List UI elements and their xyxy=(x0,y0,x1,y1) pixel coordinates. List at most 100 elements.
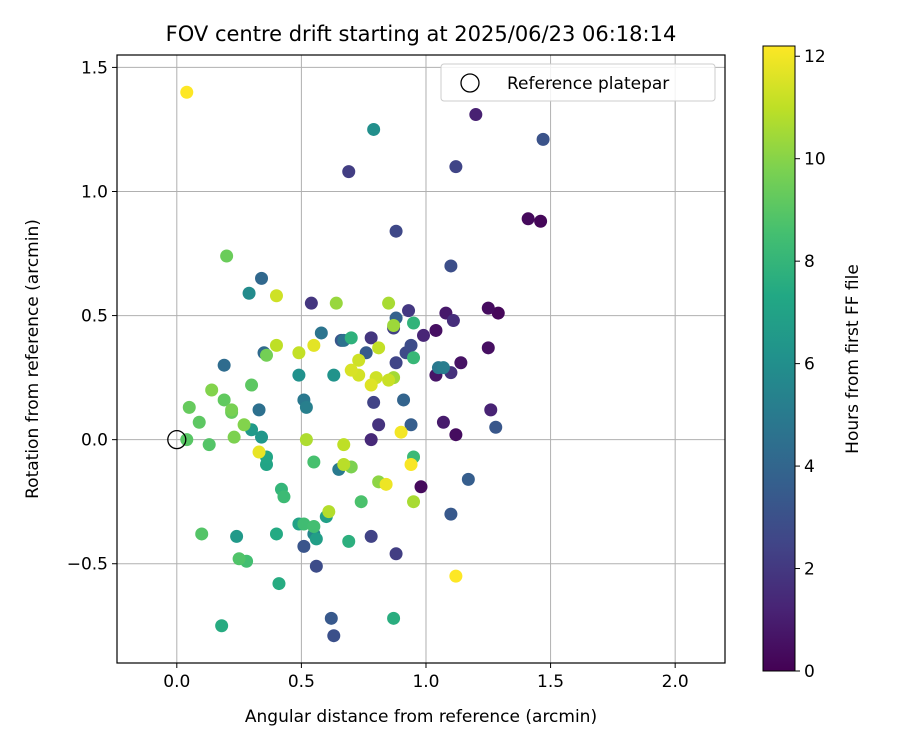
data-point xyxy=(299,400,313,414)
data-point xyxy=(215,619,229,633)
data-point xyxy=(309,559,323,573)
colorbar-label: Hours from first FF file xyxy=(843,264,863,454)
data-point xyxy=(416,328,430,342)
x-tick-label: 0.0 xyxy=(163,672,190,692)
colorbar-tick-label: 6 xyxy=(804,355,815,375)
x-tick-label: 1.0 xyxy=(412,672,439,692)
data-point xyxy=(387,611,401,625)
data-point xyxy=(389,224,403,238)
data-point xyxy=(307,455,321,469)
grid-lines xyxy=(117,55,725,663)
data-point xyxy=(297,517,311,531)
data-point xyxy=(489,420,503,434)
legend-box xyxy=(440,63,716,102)
data-point xyxy=(389,547,403,561)
data-point xyxy=(309,532,323,546)
data-point xyxy=(292,368,306,382)
data-point xyxy=(269,338,283,352)
data-point xyxy=(292,346,306,360)
data-point xyxy=(337,457,351,471)
data-point xyxy=(205,383,219,397)
y-axis-ticks: −0.5 0.0 0.5 1.0 1.5 xyxy=(67,58,117,575)
data-point xyxy=(324,611,338,625)
data-point xyxy=(449,428,463,442)
data-point xyxy=(534,214,548,228)
y-tick-label: −0.5 xyxy=(67,555,108,575)
y-tick-label: 0.0 xyxy=(81,431,108,451)
x-tick-label: 2.0 xyxy=(662,672,689,692)
data-point xyxy=(372,341,386,355)
data-point xyxy=(407,495,421,509)
data-point xyxy=(429,323,443,337)
legend-marker-icon xyxy=(460,73,480,93)
data-point xyxy=(387,318,401,332)
data-point xyxy=(314,326,328,340)
data-point xyxy=(394,425,408,439)
data-point xyxy=(352,353,366,367)
data-point xyxy=(404,457,418,471)
data-point xyxy=(367,122,381,136)
data-point xyxy=(484,403,498,417)
data-points xyxy=(180,85,550,643)
data-point xyxy=(217,358,231,372)
data-point xyxy=(299,433,313,447)
data-point xyxy=(379,477,393,491)
data-point xyxy=(344,331,358,345)
data-point xyxy=(382,373,396,387)
data-point xyxy=(449,160,463,174)
data-point xyxy=(182,400,196,414)
data-point xyxy=(304,296,318,310)
data-point xyxy=(481,341,495,355)
data-point xyxy=(277,490,291,504)
data-point xyxy=(327,368,341,382)
data-point xyxy=(202,438,216,452)
data-point xyxy=(402,304,416,318)
data-point xyxy=(230,529,244,543)
data-point xyxy=(444,507,458,521)
data-point xyxy=(521,212,535,226)
x-axis-label: Angular distance from reference (arcmin) xyxy=(245,707,597,727)
data-point xyxy=(242,286,256,300)
data-point xyxy=(414,480,428,494)
data-point xyxy=(446,314,460,328)
data-point xyxy=(364,529,378,543)
data-point xyxy=(404,418,418,432)
data-point xyxy=(364,331,378,345)
data-point xyxy=(180,85,194,99)
data-point xyxy=(536,132,550,146)
colorbar-gradient xyxy=(762,45,796,672)
data-point xyxy=(245,378,259,392)
data-point xyxy=(255,430,269,444)
plot-frame xyxy=(116,54,726,664)
data-point xyxy=(180,433,194,447)
data-point xyxy=(372,418,386,432)
data-point xyxy=(307,338,321,352)
data-point xyxy=(322,505,336,519)
data-point xyxy=(344,363,358,377)
data-point xyxy=(269,527,283,541)
y-tick-label: 1.5 xyxy=(81,58,108,78)
data-point xyxy=(389,356,403,370)
data-point xyxy=(407,316,421,330)
colorbar-ticks: 0 2 4 6 8 10 12 xyxy=(795,47,826,682)
x-tick-label: 1.5 xyxy=(537,672,564,692)
colorbar-tick-label: 0 xyxy=(804,662,815,682)
reference-platepar-marker xyxy=(167,430,187,450)
data-point xyxy=(342,165,356,179)
data-point xyxy=(252,403,266,417)
x-axis-ticks: 0.0 0.5 1.0 1.5 2.0 xyxy=(163,663,689,692)
data-point xyxy=(225,403,239,417)
data-point xyxy=(404,338,418,352)
data-point xyxy=(364,378,378,392)
data-point xyxy=(252,445,266,459)
data-point xyxy=(327,629,341,643)
data-point xyxy=(436,361,450,375)
data-point xyxy=(491,306,505,320)
data-point xyxy=(260,348,274,362)
data-point xyxy=(364,433,378,447)
colorbar-tick-label: 8 xyxy=(804,252,815,272)
data-point xyxy=(337,438,351,452)
x-tick-label: 0.5 xyxy=(288,672,315,692)
data-point xyxy=(367,395,381,409)
data-point xyxy=(272,577,286,591)
